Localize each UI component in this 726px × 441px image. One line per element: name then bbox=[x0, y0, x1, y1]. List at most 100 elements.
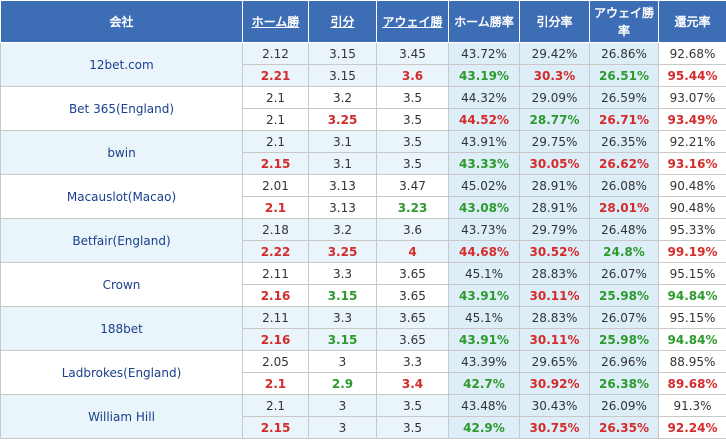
open-return-rate: 95.15% bbox=[658, 306, 726, 329]
open-home-odds: 2.01 bbox=[242, 174, 309, 197]
now-home-rate: 44.68% bbox=[448, 240, 520, 263]
open-away-odds: 3.5 bbox=[376, 86, 449, 109]
open-home-rate: 45.02% bbox=[448, 174, 520, 197]
open-home-rate: 45.1% bbox=[448, 306, 520, 329]
now-draw-odds: 3.1 bbox=[308, 152, 377, 175]
open-home-rate: 45.1% bbox=[448, 262, 520, 285]
bookmaker-name[interactable]: 12bet.com bbox=[0, 42, 243, 87]
header-home-win[interactable]: ホーム勝 bbox=[242, 0, 309, 43]
table-row: bwin 2.1 3.1 3.5 43.91% 29.75% 26.35% 92.21% bbox=[0, 130, 726, 175]
open-return-rate: 93.07% bbox=[658, 86, 726, 109]
open-away-odds: 3.5 bbox=[376, 130, 449, 153]
open-home-rate: 43.72% bbox=[448, 42, 520, 65]
now-away-odds: 3.4 bbox=[376, 372, 449, 395]
now-away-rate: 26.62% bbox=[589, 152, 659, 175]
bookmaker-name[interactable]: Bet 365(England) bbox=[0, 86, 243, 131]
now-home-rate: 43.08% bbox=[448, 196, 520, 219]
now-home-rate: 43.19% bbox=[448, 64, 520, 87]
now-away-rate: 25.98% bbox=[589, 328, 659, 351]
bookmaker-name[interactable]: Crown bbox=[0, 262, 243, 307]
table-row: 2.21 3.15 3.6 43.19% 30.3% 26.51% 95.44% bbox=[1, 64, 726, 87]
now-return-rate: 95.44% bbox=[658, 64, 726, 87]
open-home-odds: 2.05 bbox=[242, 350, 309, 373]
open-away-odds: 3.6 bbox=[376, 218, 449, 241]
open-home-rate: 43.48% bbox=[448, 394, 520, 417]
now-home-odds: 2.22 bbox=[242, 240, 309, 263]
table-row: William Hill 2.1 3 3.5 43.48% 30.43% 26.09% 91.… bbox=[0, 394, 726, 439]
now-away-odds: 3.65 bbox=[376, 284, 449, 307]
now-draw-rate: 30.52% bbox=[519, 240, 590, 263]
now-home-odds: 2.21 bbox=[242, 64, 309, 87]
header-row: 会社 ホーム勝 引分 アウェイ勝 ホーム勝率 引分率 アウェイ勝率 還元率 bbox=[0, 0, 726, 43]
open-draw-odds: 3.3 bbox=[308, 306, 377, 329]
now-return-rate: 89.68% bbox=[658, 372, 726, 395]
now-away-odds: 3.6 bbox=[376, 64, 449, 87]
open-draw-odds: 3.2 bbox=[308, 218, 377, 241]
now-home-rate: 43.91% bbox=[448, 284, 520, 307]
table-row: Crown 2.11 3.3 3.65 45.1% 28.83% 26.07% 95.15% bbox=[0, 262, 726, 307]
bookmaker-name[interactable]: bwin bbox=[0, 130, 243, 175]
open-away-rate: 26.86% bbox=[589, 42, 659, 65]
open-draw-odds: 3.15 bbox=[308, 42, 377, 65]
open-draw-odds: 3 bbox=[308, 394, 377, 417]
table-row: 2.22 3.25 4 44.68% 30.52% 24.8% 99.19% bbox=[1, 240, 726, 263]
table-row: 2.16 3.15 3.65 43.91% 30.11% 25.98% 94.84% bbox=[1, 328, 726, 351]
table-row: 12bet.com 2.12 3.15 3.45 43.72% 29.42% 26.86% 9… bbox=[0, 42, 726, 87]
header-away-win[interactable]: アウェイ勝 bbox=[376, 0, 449, 43]
header-home-win-rate: ホーム勝率 bbox=[448, 0, 520, 43]
open-home-odds: 2.11 bbox=[242, 306, 309, 329]
now-home-odds: 2.16 bbox=[242, 284, 309, 307]
now-away-odds: 3.23 bbox=[376, 196, 449, 219]
now-return-rate: 90.48% bbox=[658, 196, 726, 219]
bookmaker-name[interactable]: William Hill bbox=[0, 394, 243, 439]
now-away-odds: 3.5 bbox=[376, 152, 449, 175]
now-away-rate: 26.71% bbox=[589, 108, 659, 131]
open-draw-odds: 3.13 bbox=[308, 174, 377, 197]
bookmaker-name[interactable]: Macauslot(Macao) bbox=[0, 174, 243, 219]
open-home-rate: 43.91% bbox=[448, 130, 520, 153]
open-draw-rate: 29.65% bbox=[519, 350, 590, 373]
open-draw-odds: 3.1 bbox=[308, 130, 377, 153]
header-draw[interactable]: 引分 bbox=[308, 0, 377, 43]
table-row: Betfair(England) 2.18 3.2 3.6 43.73% 29.79% 26… bbox=[0, 218, 726, 263]
now-home-odds: 2.15 bbox=[242, 416, 309, 439]
open-away-odds: 3.3 bbox=[376, 350, 449, 373]
now-return-rate: 92.24% bbox=[658, 416, 726, 439]
header-draw-rate: 引分率 bbox=[519, 0, 590, 43]
open-return-rate: 95.15% bbox=[658, 262, 726, 285]
now-draw-odds: 2.9 bbox=[308, 372, 377, 395]
now-home-odds: 2.1 bbox=[242, 108, 309, 131]
open-return-rate: 95.33% bbox=[658, 218, 726, 241]
open-away-odds: 3.45 bbox=[376, 42, 449, 65]
bookmaker-name[interactable]: 188bet bbox=[0, 306, 243, 351]
open-draw-rate: 30.43% bbox=[519, 394, 590, 417]
now-away-odds: 3.5 bbox=[376, 108, 449, 131]
open-draw-odds: 3 bbox=[308, 350, 377, 373]
header-away-win-rate: アウェイ勝率 bbox=[589, 0, 659, 43]
now-home-rate: 42.9% bbox=[448, 416, 520, 439]
now-draw-rate: 28.77% bbox=[519, 108, 590, 131]
open-return-rate: 92.68% bbox=[658, 42, 726, 65]
open-home-odds: 2.1 bbox=[242, 394, 309, 417]
now-away-odds: 4 bbox=[376, 240, 449, 263]
now-away-odds: 3.5 bbox=[376, 416, 449, 439]
now-draw-rate: 30.11% bbox=[519, 284, 590, 307]
now-draw-rate: 30.75% bbox=[519, 416, 590, 439]
bookmaker-name[interactable]: Betfair(England) bbox=[0, 218, 243, 263]
open-draw-rate: 29.42% bbox=[519, 42, 590, 65]
table-row: 2.15 3.1 3.5 43.33% 30.05% 26.62% 93.16% bbox=[1, 152, 726, 175]
now-home-rate: 43.33% bbox=[448, 152, 520, 175]
now-draw-rate: 30.11% bbox=[519, 328, 590, 351]
bookmaker-name[interactable]: Ladbrokes(England) bbox=[0, 350, 243, 395]
now-draw-rate: 30.92% bbox=[519, 372, 590, 395]
open-draw-odds: 3.3 bbox=[308, 262, 377, 285]
now-draw-odds: 3.15 bbox=[308, 284, 377, 307]
table-row: 2.1 3.25 3.5 44.52% 28.77% 26.71% 93.49% bbox=[1, 108, 726, 131]
now-return-rate: 99.19% bbox=[658, 240, 726, 263]
open-away-odds: 3.5 bbox=[376, 394, 449, 417]
open-away-odds: 3.47 bbox=[376, 174, 449, 197]
now-home-rate: 42.7% bbox=[448, 372, 520, 395]
now-return-rate: 94.84% bbox=[658, 284, 726, 307]
open-away-odds: 3.65 bbox=[376, 306, 449, 329]
